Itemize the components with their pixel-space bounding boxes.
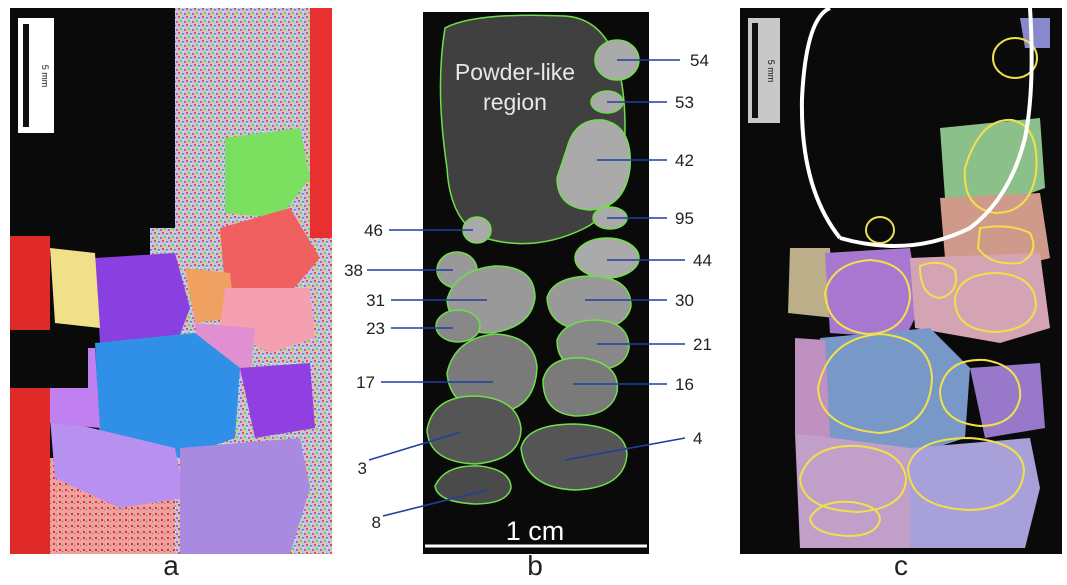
grain-8 (434, 465, 512, 505)
leader-8 (382, 489, 488, 517)
grain-label-54: 54 (690, 51, 709, 70)
panel-b-grain-map: Powder-like region 1 cm 54 53 42 95 46 4… (335, 8, 735, 554)
yellow-grain-boundaries (798, 37, 1038, 538)
grain-3 (426, 395, 522, 465)
grain-purple (95, 253, 190, 348)
grain-label-30: 30 (675, 291, 694, 310)
grain-44 (574, 237, 640, 279)
panel-letter-b: b (527, 550, 543, 581)
scale-bar-label: 1 cm (506, 516, 565, 546)
grain-pale-blue (820, 328, 970, 456)
grain-pale-lilac (795, 433, 915, 548)
grain-pale-mauve (795, 338, 830, 438)
scale-bar (23, 24, 29, 127)
grain-label-42: 42 (675, 151, 694, 170)
grain-label-8: 8 (372, 513, 381, 532)
grain-label-46: 46 (364, 221, 383, 240)
grain-pale-orange (940, 193, 1050, 273)
grain-label-38: 38 (344, 261, 363, 280)
panel-letter-c: c (894, 550, 908, 581)
grain-label-16: 16 (675, 375, 694, 394)
grain-pale-purple (825, 248, 920, 338)
grain-label-3: 3 (358, 459, 367, 478)
grain-pale-lavender (910, 438, 1040, 548)
panel-c-boundary-map: 5 mm (740, 8, 1062, 554)
grain-pale-blue-top (1020, 18, 1050, 48)
powder-region-label-line1: Powder-like (455, 59, 575, 85)
scale-bar-label: 5 mm (40, 65, 50, 88)
black-notch (10, 330, 88, 388)
grain-label-17: 17 (356, 373, 375, 392)
grain-label-21: 21 (693, 335, 712, 354)
grain-42 (556, 119, 632, 211)
red-edge-region-top (310, 8, 332, 238)
white-boundary-right (839, 8, 1034, 248)
powder-region-label-line2: region (483, 89, 547, 115)
scale-bar (752, 23, 758, 118)
panel-a-orientation-map: 5 mm (10, 8, 332, 554)
leader-3 (368, 431, 462, 461)
grain-khaki (788, 248, 835, 318)
grain-label-31: 31 (366, 291, 385, 310)
grain-blue (95, 333, 240, 458)
grain-label-44: 44 (693, 251, 712, 270)
grain-lilac (180, 438, 310, 554)
red-edge-region (10, 236, 50, 554)
grain-violet (240, 363, 315, 438)
grain-23 (435, 309, 481, 343)
grain-pale-violet (970, 363, 1045, 438)
white-boundary-left (799, 8, 842, 240)
grain-16 (542, 357, 619, 417)
grain-label-95: 95 (675, 209, 694, 228)
grain-lavender (50, 418, 185, 508)
grain-red (220, 208, 320, 293)
panel-c-image: 5 mm (740, 8, 1062, 554)
grain-4 (520, 423, 628, 491)
panel-a-image: 5 mm (10, 8, 332, 554)
grain-yellow (50, 248, 100, 328)
grain-green (225, 128, 310, 218)
grain-30 (546, 275, 632, 331)
leader-4 (564, 437, 686, 461)
grain-label-4: 4 (693, 429, 702, 448)
panel-b-image: Powder-like region 1 cm 54 53 42 95 46 4… (344, 12, 712, 554)
scale-bar-label: 5 mm (766, 60, 776, 83)
panel-letter-a: a (163, 550, 179, 581)
grain-label-53: 53 (675, 93, 694, 112)
grain-label-23: 23 (366, 319, 385, 338)
